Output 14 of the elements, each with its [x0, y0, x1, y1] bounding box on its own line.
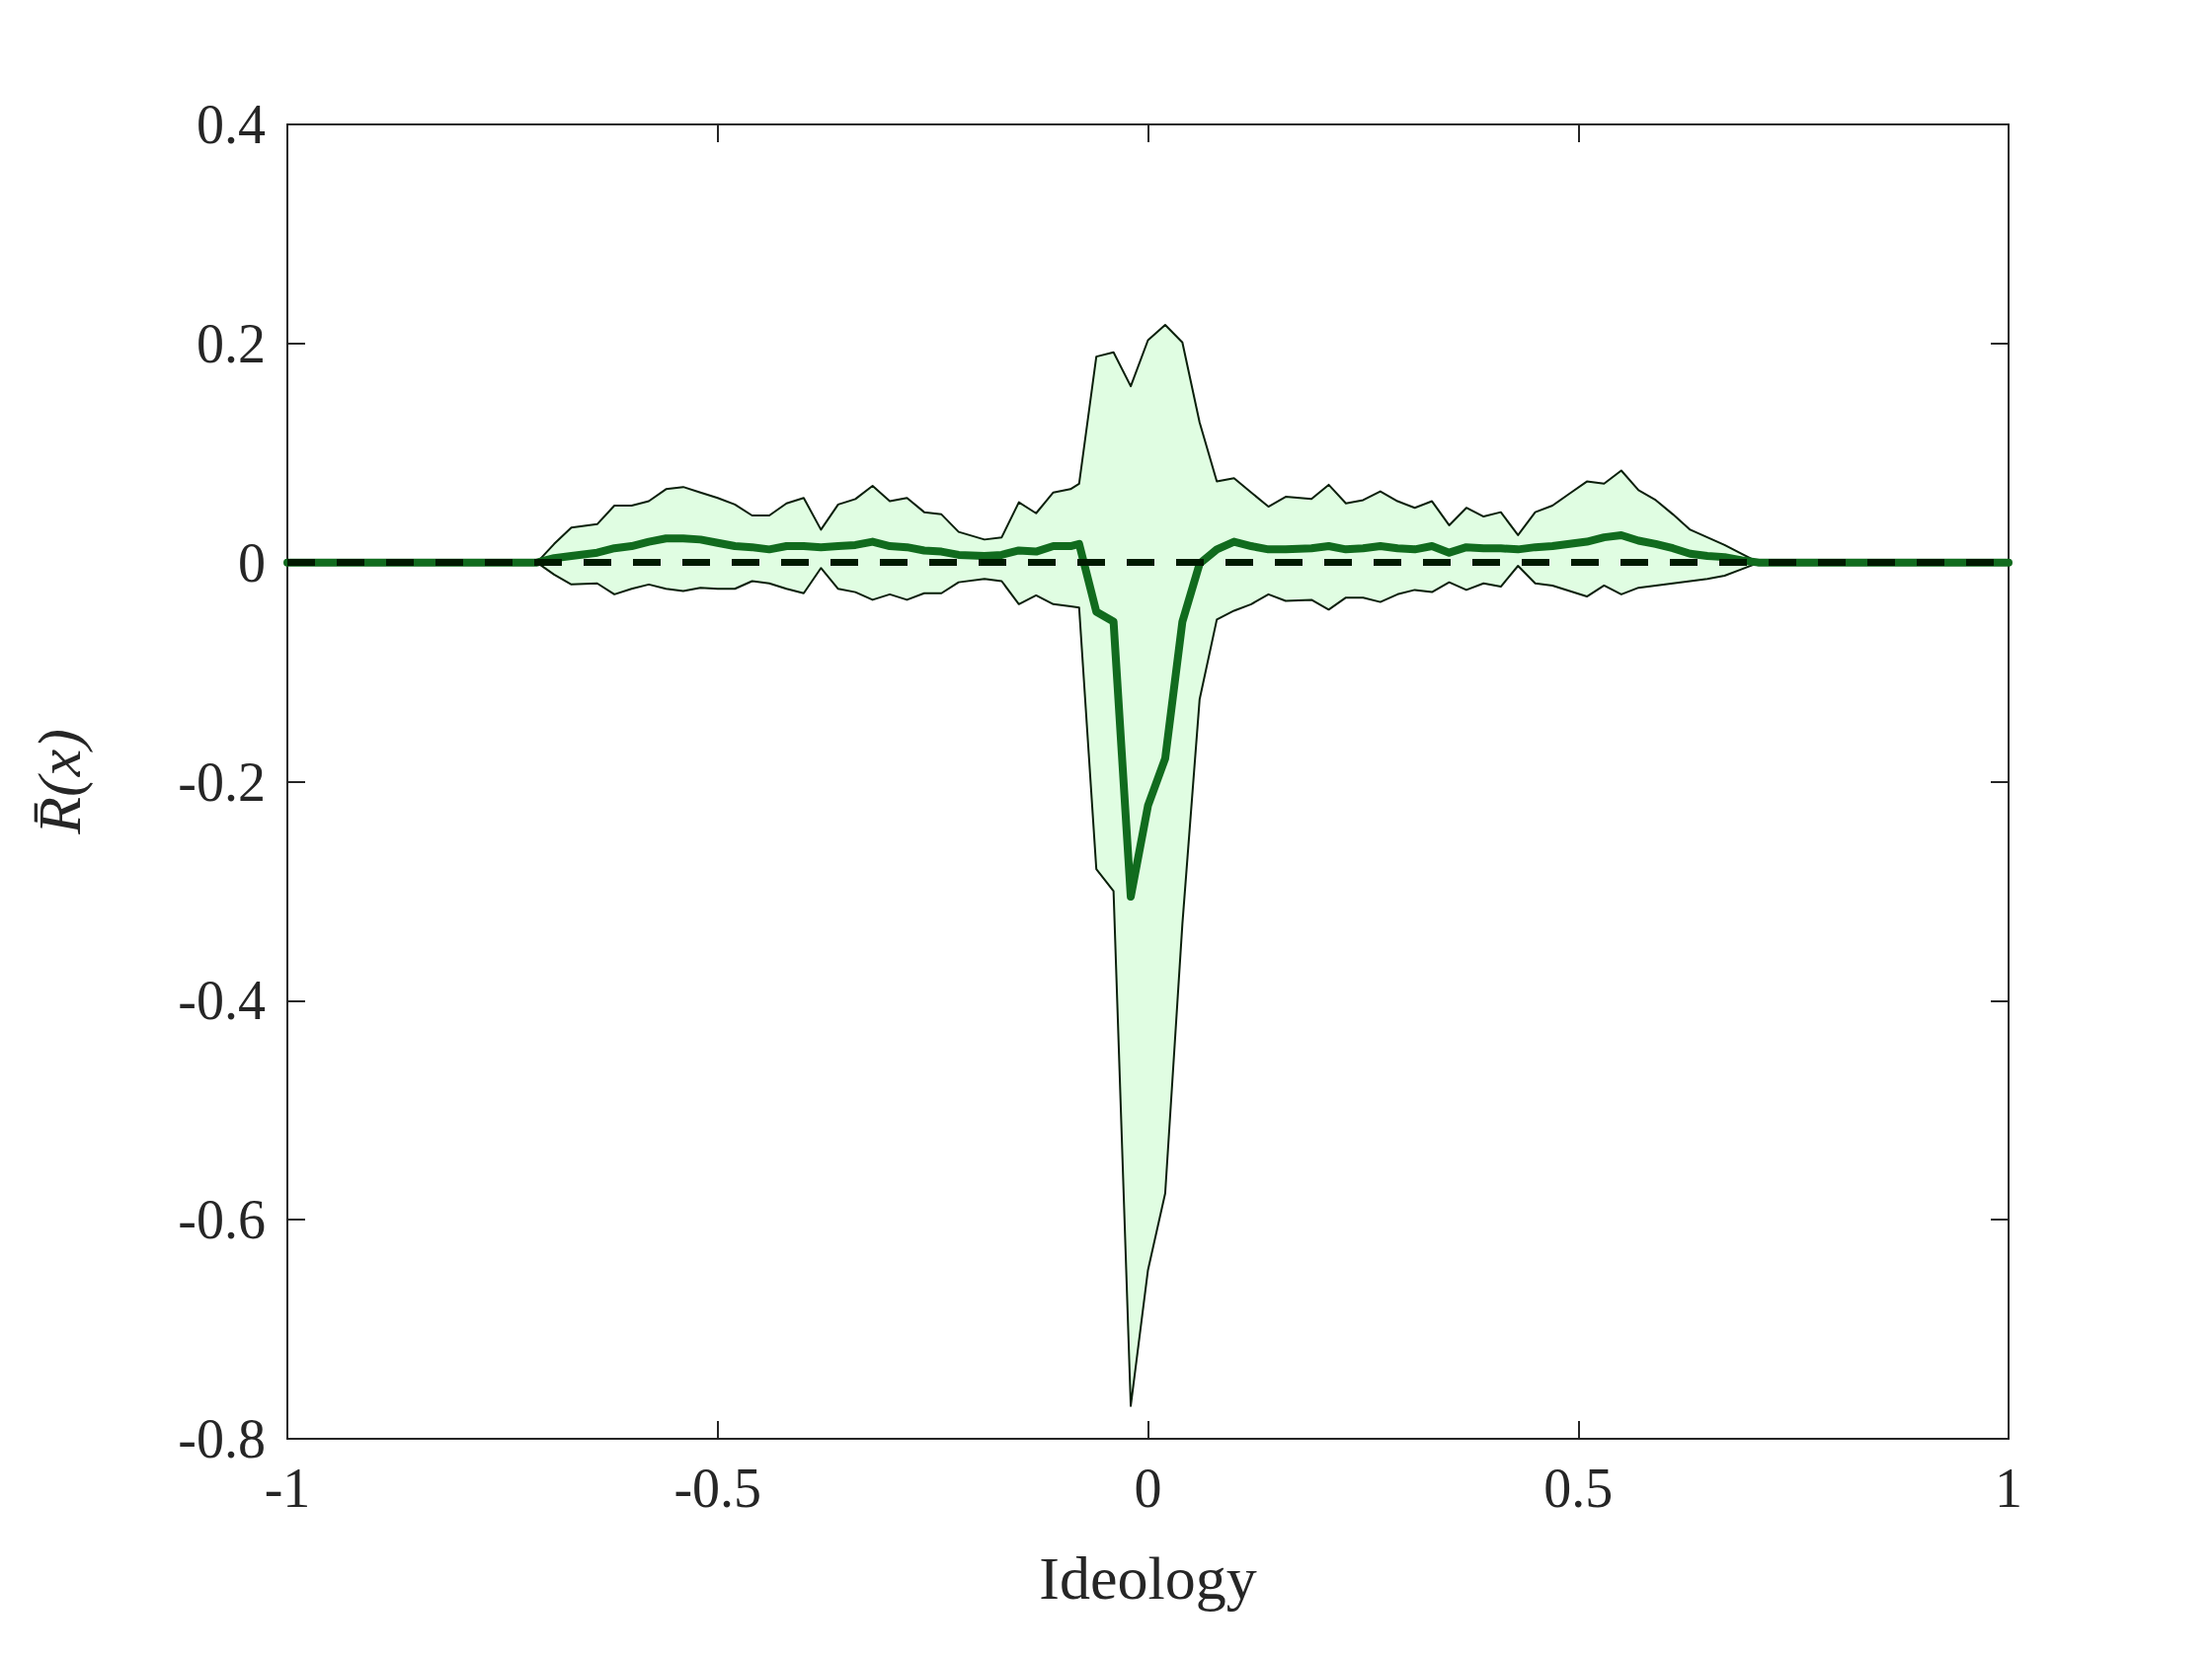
- x-tick-label: 0: [1134, 1458, 1162, 1519]
- x-axis-title: Ideology: [1039, 1544, 1257, 1612]
- x-tick-label: 0.5: [1543, 1458, 1614, 1519]
- y-axis-title: R̄(x): [26, 729, 94, 835]
- y-tick-label: 0: [238, 531, 266, 593]
- y-tick-label: -0.6: [178, 1189, 266, 1251]
- y-tick-label: -0.4: [178, 970, 266, 1032]
- y-tick-label: -0.8: [178, 1408, 266, 1469]
- x-tick-label: -1: [264, 1458, 311, 1519]
- x-tick-label: 1: [1995, 1458, 2022, 1519]
- y-tick-label: 0.2: [197, 312, 266, 374]
- y-tick-label: -0.2: [178, 750, 266, 813]
- y-tick-label: 0.4: [197, 94, 266, 155]
- x-tick-label: -0.5: [673, 1458, 762, 1519]
